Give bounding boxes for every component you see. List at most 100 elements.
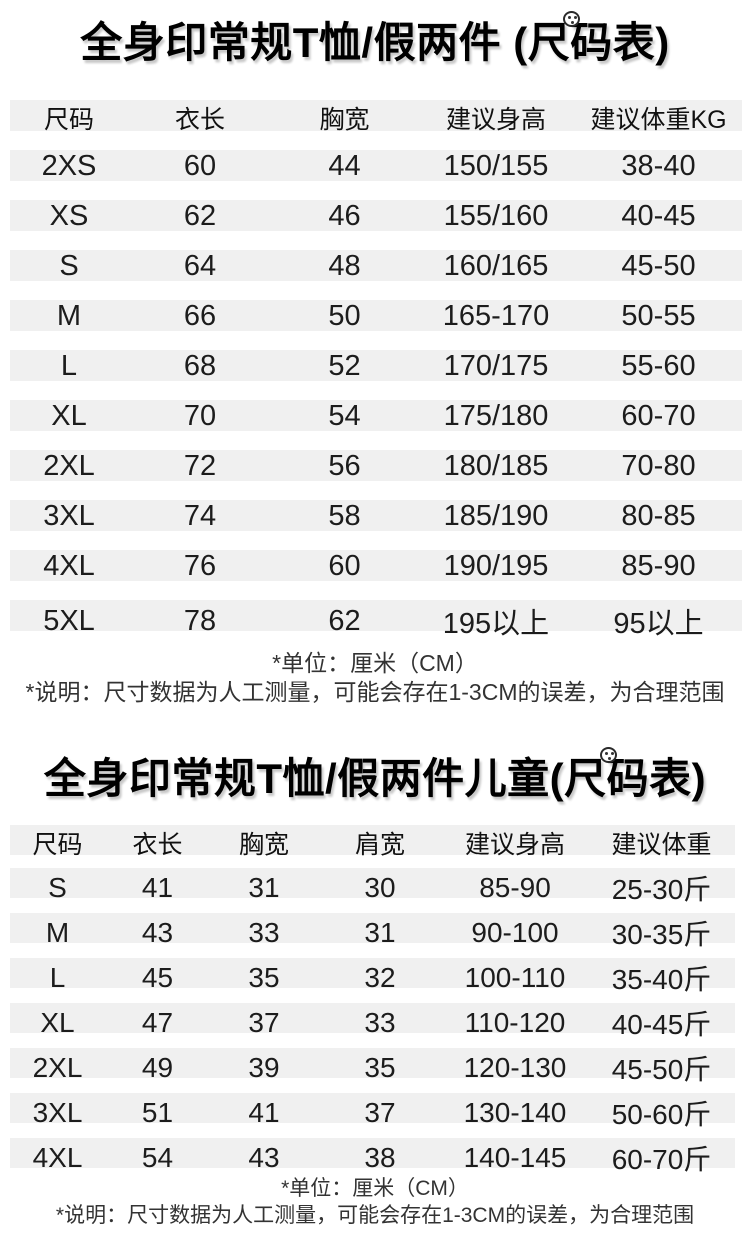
size-cell: 60 bbox=[328, 550, 361, 582]
size-cell: 33 bbox=[248, 917, 280, 948]
size-cell: 32 bbox=[364, 962, 396, 993]
size-row: L 68 52 170/175 55-60 bbox=[10, 350, 742, 382]
size-row: XL 47 37 33 110-120 40-45斤 bbox=[10, 1003, 735, 1040]
size-cell: 50-55 bbox=[621, 300, 696, 332]
size-cell: 56 bbox=[328, 450, 361, 482]
header-chest: 胸宽 bbox=[238, 831, 289, 859]
size-cell: S bbox=[48, 872, 67, 903]
size-cell: 35 bbox=[364, 1052, 396, 1083]
size-cell: 190/195 bbox=[443, 550, 549, 582]
header-length: 衣长 bbox=[174, 106, 225, 134]
size-cell: S bbox=[59, 250, 79, 282]
size-cell: 41 bbox=[248, 1097, 280, 1128]
size-cell: 58 bbox=[328, 500, 361, 532]
size-cell: 30 bbox=[364, 872, 396, 903]
size-cell: XL bbox=[40, 1007, 75, 1038]
size-cell: 76 bbox=[183, 550, 217, 582]
kids-table-header-row: 尺码 衣长 胸宽 肩宽 建议身高 建议体重 bbox=[10, 825, 735, 859]
size-cell: 47 bbox=[141, 1007, 174, 1038]
size-row: 2XL 49 39 35 120-130 45-50斤 bbox=[10, 1048, 735, 1085]
size-row: M 43 33 31 90-100 30-35斤 bbox=[10, 913, 735, 950]
size-cell: 62 bbox=[328, 604, 361, 637]
size-cell: 90-100 bbox=[471, 917, 559, 948]
size-cell: 78 bbox=[183, 604, 217, 637]
size-row: 5XL 78 62 195以上 95以上 bbox=[10, 600, 742, 640]
header-weight: 建议体重KG bbox=[590, 106, 727, 134]
size-cell: 33 bbox=[364, 1007, 396, 1038]
adult-notes: *单位：厘米（CM） *说明：尺寸数据为人工测量，可能会存在1-3CM的误差，为… bbox=[0, 649, 750, 707]
size-cell: 72 bbox=[183, 450, 217, 482]
adult-size-section: 全身印常规T恤/假两件 (尺 码表) 尺码 衣长 胸宽 建议身高 建议体重KG 2… bbox=[0, 11, 750, 707]
size-cell: 45-50 bbox=[621, 250, 696, 282]
size-cell: 3XL bbox=[32, 1097, 83, 1128]
size-cell: L bbox=[49, 962, 66, 993]
size-row: 3XL 51 41 37 130-140 50-60斤 bbox=[10, 1093, 735, 1130]
kids-title-ruler-char: 尺 bbox=[564, 747, 617, 806]
size-cell: 120-130 bbox=[463, 1052, 567, 1083]
size-cell: 3XL bbox=[43, 500, 95, 532]
size-cell: 4XL bbox=[43, 550, 95, 582]
size-cell: 62 bbox=[183, 200, 217, 232]
size-cell: 60-70 bbox=[621, 400, 696, 432]
size-cell: 38 bbox=[364, 1142, 396, 1173]
size-cell: 25-30斤 bbox=[611, 874, 712, 905]
size-row: S 64 48 160/165 45-50 bbox=[10, 250, 742, 282]
size-cell: 37 bbox=[248, 1007, 280, 1038]
size-cell: 175/180 bbox=[443, 400, 549, 432]
size-cell: 130-140 bbox=[463, 1097, 567, 1128]
size-cell: 165-170 bbox=[442, 300, 550, 332]
ruler-char: 尺 bbox=[527, 19, 571, 66]
size-cell: 60 bbox=[183, 150, 217, 182]
size-row: L 45 35 32 100-110 35-40斤 bbox=[10, 958, 735, 995]
size-cell: 55-60 bbox=[621, 350, 696, 382]
kids-title-post: 码表) bbox=[606, 755, 707, 802]
size-cell: 35 bbox=[248, 962, 280, 993]
size-cell: 40-45斤 bbox=[611, 1009, 712, 1040]
size-cell: 64 bbox=[183, 250, 217, 282]
size-cell: 2XL bbox=[43, 450, 95, 482]
size-cell: 95以上 bbox=[613, 608, 704, 640]
size-cell: 2XS bbox=[41, 150, 97, 182]
size-cell: 41 bbox=[141, 872, 174, 903]
size-cell: 54 bbox=[141, 1142, 174, 1173]
size-cell: 100-110 bbox=[464, 962, 566, 993]
kids-notes: *单位：厘米（CM） *说明：尺寸数据为人工测量，可能会存在1-3CM的误差，为… bbox=[0, 1176, 750, 1230]
header-size: 尺码 bbox=[32, 831, 83, 859]
size-cell: 39 bbox=[248, 1052, 280, 1083]
kids-size-section: 全身印常规T恤/假两件儿童(尺 码表) 尺码 衣长 胸宽 肩宽 建议身高 建议体重… bbox=[0, 747, 750, 1230]
size-cell: 70-80 bbox=[621, 450, 696, 482]
size-cell: 185/190 bbox=[443, 500, 549, 532]
size-cell: 50 bbox=[328, 300, 361, 332]
size-cell: 80-85 bbox=[621, 500, 696, 532]
size-row: S 41 31 30 85-90 25-30斤 bbox=[10, 868, 735, 905]
size-cell: 30-35斤 bbox=[611, 919, 712, 950]
size-cell: 155/160 bbox=[443, 200, 549, 232]
size-cell: 66 bbox=[183, 300, 217, 332]
size-cell: 48 bbox=[328, 250, 361, 282]
adult-table-header-row: 尺码 衣长 胸宽 建议身高 建议体重KG bbox=[10, 100, 742, 134]
kids-size-table: 尺码 衣长 胸宽 肩宽 建议身高 建议体重 S 41 31 30 85-90 25-30斤… bbox=[10, 825, 735, 1175]
size-cell: 54 bbox=[328, 400, 361, 432]
size-row: 2XL 72 56 180/185 70-80 bbox=[10, 450, 742, 482]
header-height: 建议身高 bbox=[464, 831, 565, 859]
kids-title-pre: 全身印常规T恤/假两件儿童( bbox=[43, 755, 565, 802]
size-row: XL 70 54 175/180 60-70 bbox=[10, 400, 742, 432]
size-cell: 51 bbox=[141, 1097, 174, 1128]
watermark-badge-icon bbox=[563, 11, 581, 27]
header-length: 衣长 bbox=[132, 831, 183, 859]
size-cell: 43 bbox=[141, 917, 174, 948]
size-cell: 40-45 bbox=[621, 200, 696, 232]
adult-title-ruler-char: 尺 bbox=[527, 11, 581, 70]
size-cell: 160/165 bbox=[443, 250, 549, 282]
size-cell: M bbox=[56, 300, 82, 332]
size-cell: 4XL bbox=[32, 1142, 83, 1173]
size-row: 2XS 60 44 150/155 38-40 bbox=[10, 150, 742, 182]
header-chest: 胸宽 bbox=[319, 106, 370, 134]
size-cell: 180/185 bbox=[443, 450, 549, 482]
size-cell: 74 bbox=[183, 500, 217, 532]
ruler-char: 尺 bbox=[564, 755, 607, 802]
size-cell: XS bbox=[49, 200, 89, 232]
size-cell: 85-90 bbox=[479, 872, 551, 903]
size-row: XS 62 46 155/160 40-45 bbox=[10, 200, 742, 232]
